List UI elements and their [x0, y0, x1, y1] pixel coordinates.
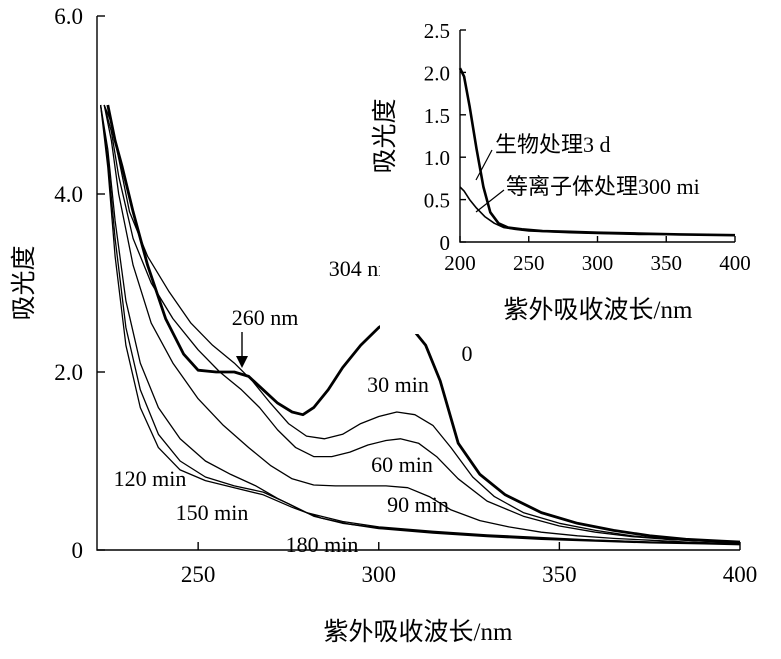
main-series-line: [103, 104, 741, 545]
inset-annotation-leader: [475, 189, 505, 213]
inset-xtick-label: 350: [651, 251, 683, 275]
inset-ytick-label: 0: [440, 231, 451, 255]
main-ytick-label: 2.0: [54, 360, 83, 385]
main-y-ticks: 0 2.0 4.0 6.0: [54, 4, 105, 563]
main-annotation: 90 min: [387, 492, 449, 517]
main-annotation: 30 min: [367, 372, 429, 397]
inset-ytick-label: 2.0: [424, 61, 450, 85]
main-annotation: 60 min: [371, 452, 433, 477]
main-series-line: [103, 104, 741, 544]
main-annotation: 0: [462, 341, 473, 366]
main-series: [99, 104, 741, 546]
inset-background: [380, 6, 775, 334]
inset-annotation: 生物处理3 d: [495, 132, 611, 157]
main-x-axis-label: 紫外吸收波长/nm: [324, 618, 513, 646]
inset-x-axis-label: 紫外吸收波长/nm: [504, 296, 693, 324]
inset-ytick-label: 2.5: [424, 19, 450, 43]
main-xtick-label: 400: [723, 562, 758, 587]
inset-ytick-label: 0.5: [424, 189, 450, 213]
inset-x-ticks: 200 250 300 350 400: [444, 236, 751, 275]
main-ytick-label: 0: [72, 538, 84, 563]
main-ytick-label: 6.0: [54, 4, 83, 29]
inset-ytick-label: 1.0: [424, 146, 450, 170]
main-annotation: 260 nm: [232, 305, 299, 330]
inset-xtick-label: 250: [513, 251, 545, 275]
main-series-line: [99, 104, 741, 545]
main-xtick-label: 350: [542, 562, 577, 587]
main-xtick-label: 250: [181, 562, 216, 587]
main-annotation: 120 min: [114, 466, 187, 491]
inset-y-ticks: 0 0.5 1.0 1.5 2.0 2.5: [424, 19, 466, 255]
inset-ytick-label: 1.5: [424, 104, 450, 128]
main-ytick-label: 4.0: [54, 182, 83, 207]
main-annotation: 180 min: [286, 532, 359, 557]
inset-xtick-label: 400: [719, 251, 751, 275]
main-series-line: [99, 104, 741, 546]
inset-annotation: 等离子体处理300 mi: [506, 174, 700, 199]
inset-annotations: 生物处理3 d 等离子体处理300 mi: [475, 132, 700, 213]
main-xtick-label: 300: [362, 562, 397, 587]
main-series-line: [106, 104, 741, 544]
inset-xtick-label: 200: [444, 251, 476, 275]
inset-y-axis-label: 吸光度: [371, 98, 399, 173]
main-x-ticks: 250 300 350 400: [181, 542, 757, 587]
inset-xtick-label: 300: [582, 251, 614, 275]
main-annotation-arrowhead: [236, 356, 248, 368]
inset-annotation-leader: [475, 149, 493, 181]
inset-series: [458, 67, 736, 237]
inset-chart: 0 0.5 1.0 1.5 2.0 2.5 200 250 300 350 400 生物处理3 d…: [371, 6, 775, 334]
main-series-line: [103, 104, 741, 544]
inset-series-line: [459, 186, 736, 236]
main-y-axis-label: 吸光度: [10, 245, 38, 320]
main-annotation: 150 min: [176, 500, 249, 525]
